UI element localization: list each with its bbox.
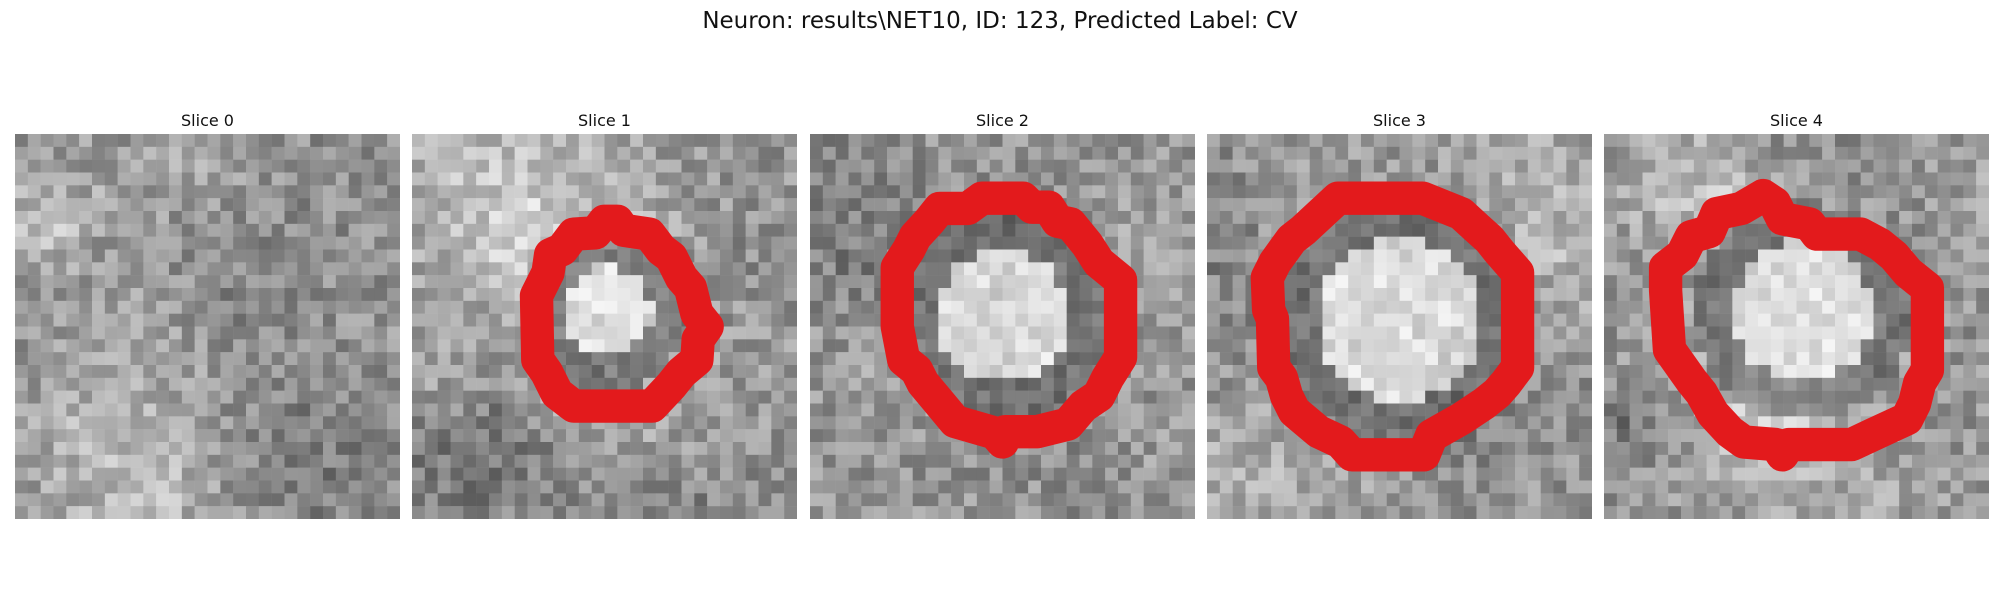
slice-title: Slice 0 xyxy=(181,111,234,130)
segmentation-contour xyxy=(519,204,724,423)
slice-image-3 xyxy=(1207,134,1592,519)
segmentation-contour xyxy=(880,181,1138,459)
slice-image-1 xyxy=(412,134,797,519)
slice-title: Slice 1 xyxy=(578,111,631,130)
slice-panel-1: Slice 1 xyxy=(412,108,797,519)
slice-panel-4: Slice 4 xyxy=(1604,108,1989,519)
slice-panel-2: Slice 2 xyxy=(810,108,1195,519)
segmentation-contour xyxy=(1648,178,1945,472)
slice-image-0 xyxy=(15,134,400,519)
slice-panel-0: Slice 0 xyxy=(15,108,400,519)
figure-title: Neuron: results\NET10, ID: 123, Predicte… xyxy=(702,8,1298,34)
slice-panel-3: Slice 3 xyxy=(1207,108,1592,519)
segmentation-contour xyxy=(1250,181,1535,472)
slice-image-2 xyxy=(810,134,1195,519)
slice-title: Slice 4 xyxy=(1770,111,1823,130)
slice-image-4 xyxy=(1604,134,1989,519)
slice-title: Slice 2 xyxy=(976,111,1029,130)
slice-title: Slice 3 xyxy=(1373,111,1426,130)
